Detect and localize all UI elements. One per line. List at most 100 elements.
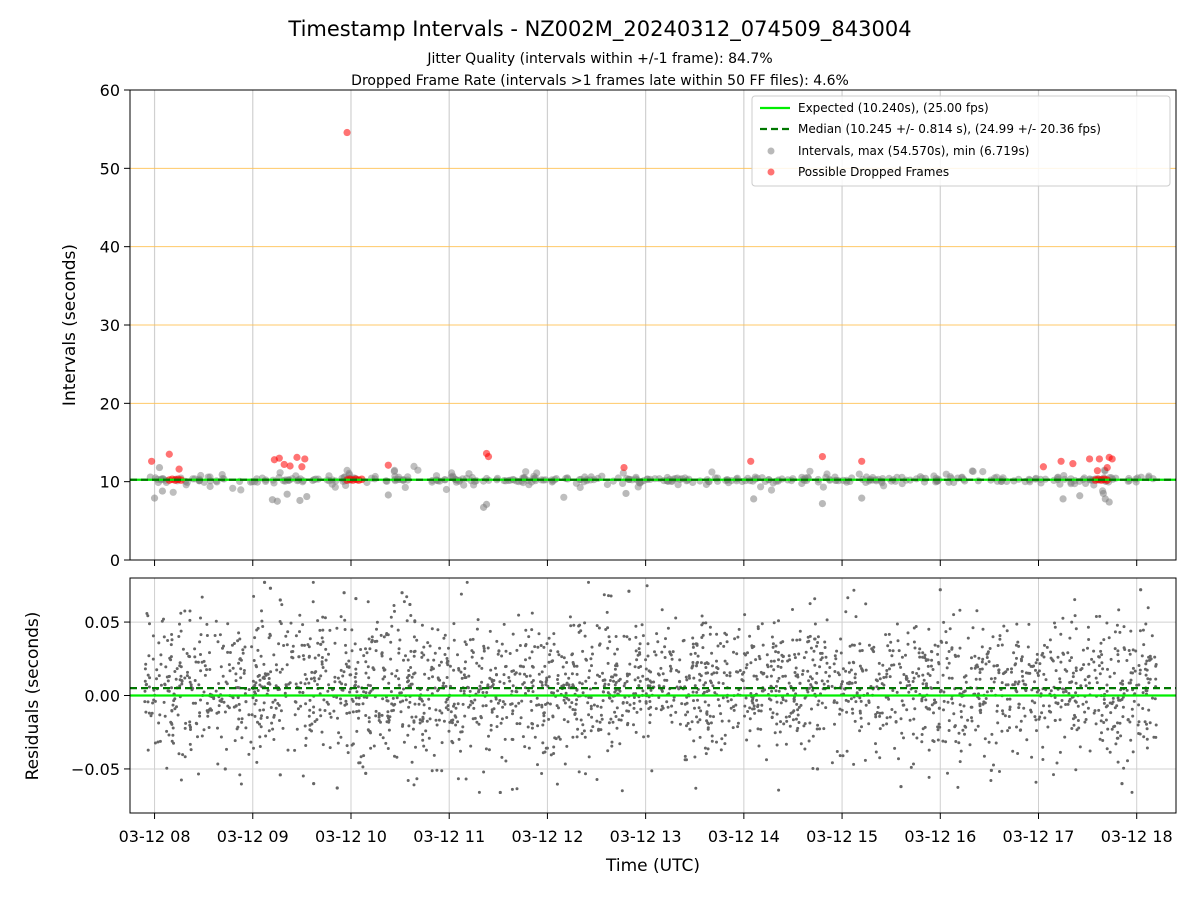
residual-point <box>527 689 530 693</box>
residual-point <box>252 659 256 662</box>
residual-point <box>332 709 336 713</box>
residual-point <box>305 677 309 681</box>
residual-point <box>442 719 446 723</box>
residual-point <box>556 689 560 693</box>
residual-point <box>818 727 822 731</box>
residual-point <box>537 672 541 676</box>
residual-point <box>813 637 817 641</box>
residual-point <box>194 701 197 705</box>
residual-point <box>530 726 534 730</box>
residual-point <box>180 682 184 686</box>
residual-point <box>723 733 727 737</box>
residual-point <box>397 677 401 681</box>
residual-point <box>277 642 281 646</box>
residual-point <box>1153 655 1157 659</box>
residual-point <box>1115 736 1119 740</box>
residual-point <box>199 653 202 656</box>
residual-point <box>937 706 941 710</box>
residual-point <box>442 636 446 640</box>
residual-point <box>950 646 954 650</box>
residual-point <box>914 625 918 628</box>
residual-point <box>913 646 917 650</box>
residual-point <box>677 670 681 674</box>
residual-point <box>298 690 302 694</box>
residual-point <box>1022 682 1026 686</box>
residual-point <box>678 658 682 662</box>
residual-point <box>504 759 508 763</box>
residual-point <box>669 669 673 673</box>
residual-point <box>524 643 528 646</box>
residual-point <box>392 604 396 607</box>
residual-point <box>485 691 489 694</box>
residual-outlier-point <box>1120 782 1124 786</box>
residual-point <box>992 680 996 684</box>
residual-point <box>496 701 500 705</box>
residual-point <box>157 641 161 645</box>
residual-point <box>351 742 355 746</box>
residual-point <box>978 667 982 671</box>
residual-point <box>552 745 556 749</box>
residual-point <box>210 708 213 712</box>
residual-point <box>1099 719 1103 723</box>
residual-point <box>1121 705 1125 709</box>
interval-outlier-point <box>858 494 866 502</box>
residual-point <box>625 709 629 713</box>
x-tick-label: 03-12 09 <box>217 827 289 846</box>
residual-point <box>336 716 339 720</box>
residual-point <box>909 765 913 769</box>
residual-point <box>158 713 162 717</box>
residual-point <box>1107 636 1111 640</box>
residual-point <box>978 671 982 674</box>
residual-point <box>1033 701 1037 705</box>
residual-point <box>574 702 578 706</box>
residual-point <box>1070 620 1074 624</box>
residual-point <box>1022 706 1026 710</box>
interval-point <box>432 472 441 480</box>
residual-point <box>492 707 496 711</box>
residual-point <box>405 619 409 623</box>
residual-point <box>254 664 258 667</box>
residual-point <box>628 637 632 641</box>
residual-point <box>536 645 540 649</box>
residual-point <box>994 741 998 745</box>
residual-point <box>202 728 206 732</box>
residual-point <box>495 673 498 677</box>
residual-point <box>563 762 567 766</box>
residual-point <box>530 650 534 654</box>
intervals-y-tick-label: 40 <box>100 238 120 257</box>
dropped-frame-point <box>620 463 628 472</box>
residual-point <box>259 716 263 720</box>
residual-point <box>886 644 890 648</box>
residual-point <box>587 580 590 584</box>
residual-point <box>896 639 900 643</box>
residual-point <box>849 668 853 672</box>
interval-point <box>887 477 896 485</box>
residual-point <box>445 657 449 660</box>
residual-point <box>908 683 912 687</box>
residual-point <box>444 684 448 688</box>
residual-point <box>736 721 740 725</box>
residual-point <box>875 711 879 714</box>
residual-point <box>477 790 481 794</box>
residual-point <box>1026 645 1030 649</box>
residual-point <box>247 688 251 691</box>
residual-point <box>833 654 837 658</box>
residual-point <box>587 676 591 680</box>
intervals-y-tick-label: 20 <box>100 394 120 413</box>
residual-point <box>475 720 479 724</box>
residual-point <box>858 649 862 653</box>
residual-point <box>1037 669 1041 673</box>
residual-point <box>797 721 801 724</box>
residual-point <box>947 729 951 732</box>
residual-point <box>744 666 748 670</box>
residual-point <box>518 664 522 668</box>
residual-point <box>279 709 283 713</box>
residual-point <box>988 647 992 650</box>
residual-point <box>547 675 551 679</box>
residual-point <box>194 660 198 664</box>
residual-point <box>1104 718 1108 722</box>
residual-point <box>552 752 556 755</box>
residual-point <box>686 721 690 725</box>
residual-point <box>1115 704 1119 708</box>
dropped-frame-point <box>286 462 294 470</box>
